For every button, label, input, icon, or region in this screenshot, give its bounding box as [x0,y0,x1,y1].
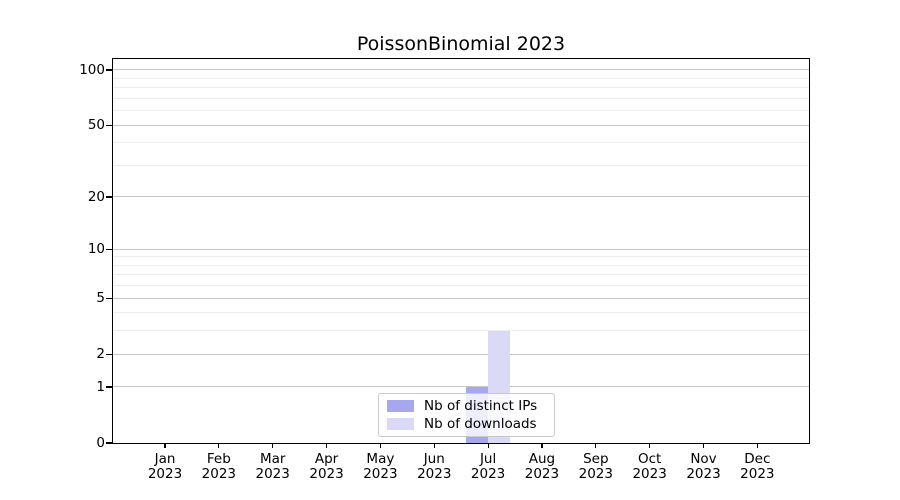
x-tick-label-year: 2023 [578,466,613,482]
x-tick [164,443,166,448]
legend-swatch-distinct-ips-icon [387,400,414,412]
y-tick-label: 10 [87,241,105,258]
y-tick-label: 20 [87,188,105,205]
gridline-minor [113,110,809,112]
x-tick-label-year: 2023 [201,466,237,482]
x-tick-label-month: Jan [154,451,176,467]
x-tick-label-year: 2023 [417,466,452,482]
legend-entry-downloads: Nb of downloads [387,415,546,433]
x-tick-label: Jan 2023 [135,452,195,482]
gridline-major [113,124,809,126]
legend-label-distinct-ips: Nb of distinct IPs [424,398,538,414]
x-tick [325,443,328,448]
gridline-major [113,353,809,355]
y-tick [106,69,112,71]
x-tick-label: Sep 2023 [566,452,626,482]
x-tick-label-month: Nov [690,451,717,467]
x-tick [218,443,220,448]
gridline-major [113,386,809,388]
x-tick-label-year: 2023 [309,466,344,482]
gridline-minor [113,77,809,79]
x-tick-label: Jul 2023 [458,452,518,482]
x-tick-label-month: Apr [314,451,339,467]
y-tick [106,353,112,355]
x-tick-label: Feb 2023 [189,452,249,482]
x-tick-label-month: Aug [528,451,556,467]
y-tick [106,124,112,126]
x-tick-label-year: 2023 [255,466,290,482]
x-tick-label-year: 2023 [524,466,560,482]
x-tick-label-month: Jun [423,451,445,467]
x-tick-label-month: Mar [259,451,286,467]
gridline-minor [113,256,809,258]
x-tick [756,443,758,448]
gridline-minor [113,97,809,99]
y-tick-label: 5 [96,290,105,307]
x-tick-label-month: Dec [744,451,771,467]
gridline-major [113,196,809,198]
x-tick-label-year: 2023 [147,466,183,482]
gridline-minor [113,285,809,287]
x-tick [379,443,381,448]
plot-area: Nb of distinct IPs Nb of downloads [112,58,810,444]
x-tick [702,443,705,448]
x-tick-label: Dec 2023 [727,452,787,482]
y-tick [106,248,112,250]
x-tick [487,443,489,448]
plot-inner: Nb of distinct IPs Nb of downloads [113,59,809,443]
gridline-minor [113,330,809,332]
gridline-minor [113,87,809,89]
chart-title: PoissonBinomial 2023 [356,33,566,55]
y-tick-label: 1 [96,378,105,395]
x-tick-label-year: 2023 [740,466,775,482]
gridline-minor [113,264,809,266]
y-tick [106,297,112,299]
x-tick-label-year: 2023 [686,466,721,482]
x-tick [595,443,597,448]
legend-label-downloads: Nb of downloads [424,416,537,432]
legend-entry-distinct-ips: Nb of distinct IPs [387,397,546,415]
x-tick [541,443,543,448]
x-tick-label-month: May [366,451,395,467]
y-tick [106,386,112,388]
gridline-minor [113,142,809,144]
gridline-minor [113,312,809,314]
x-tick-label: Mar 2023 [243,452,303,482]
x-tick-label-year: 2023 [363,466,398,482]
x-tick [272,443,274,448]
x-tick-label: Aug 2023 [512,452,572,482]
legend-swatch-downloads-icon [387,418,414,430]
y-tick [106,196,112,198]
x-tick-label: Jun 2023 [404,452,464,482]
x-tick-label-year: 2023 [470,466,506,482]
x-tick-label-year: 2023 [632,466,667,482]
x-tick-label-month: Jul [479,451,497,467]
y-tick [106,442,112,444]
x-tick-label-month: Feb [206,451,231,467]
x-tick [433,443,435,448]
y-tick-label: 2 [96,346,105,363]
gridline-major [113,69,809,71]
x-tick-label: Apr 2023 [297,452,357,482]
y-tick-label: 50 [87,117,105,134]
legend: Nb of distinct IPs Nb of downloads [378,393,555,437]
y-tick-label: 0 [96,435,105,451]
x-tick [649,443,651,448]
x-tick-label: May 2023 [350,452,410,482]
x-tick-label-month: Sep [583,451,609,467]
y-tick-label: 100 [79,61,105,78]
gridline-major [113,297,809,299]
gridline-minor [113,274,809,276]
gridline-minor [113,164,809,166]
x-tick-label-month: Oct [637,451,662,467]
x-tick-label: Oct 2023 [620,452,680,482]
gridline-major [113,248,809,250]
x-tick-label: Nov 2023 [674,452,734,482]
